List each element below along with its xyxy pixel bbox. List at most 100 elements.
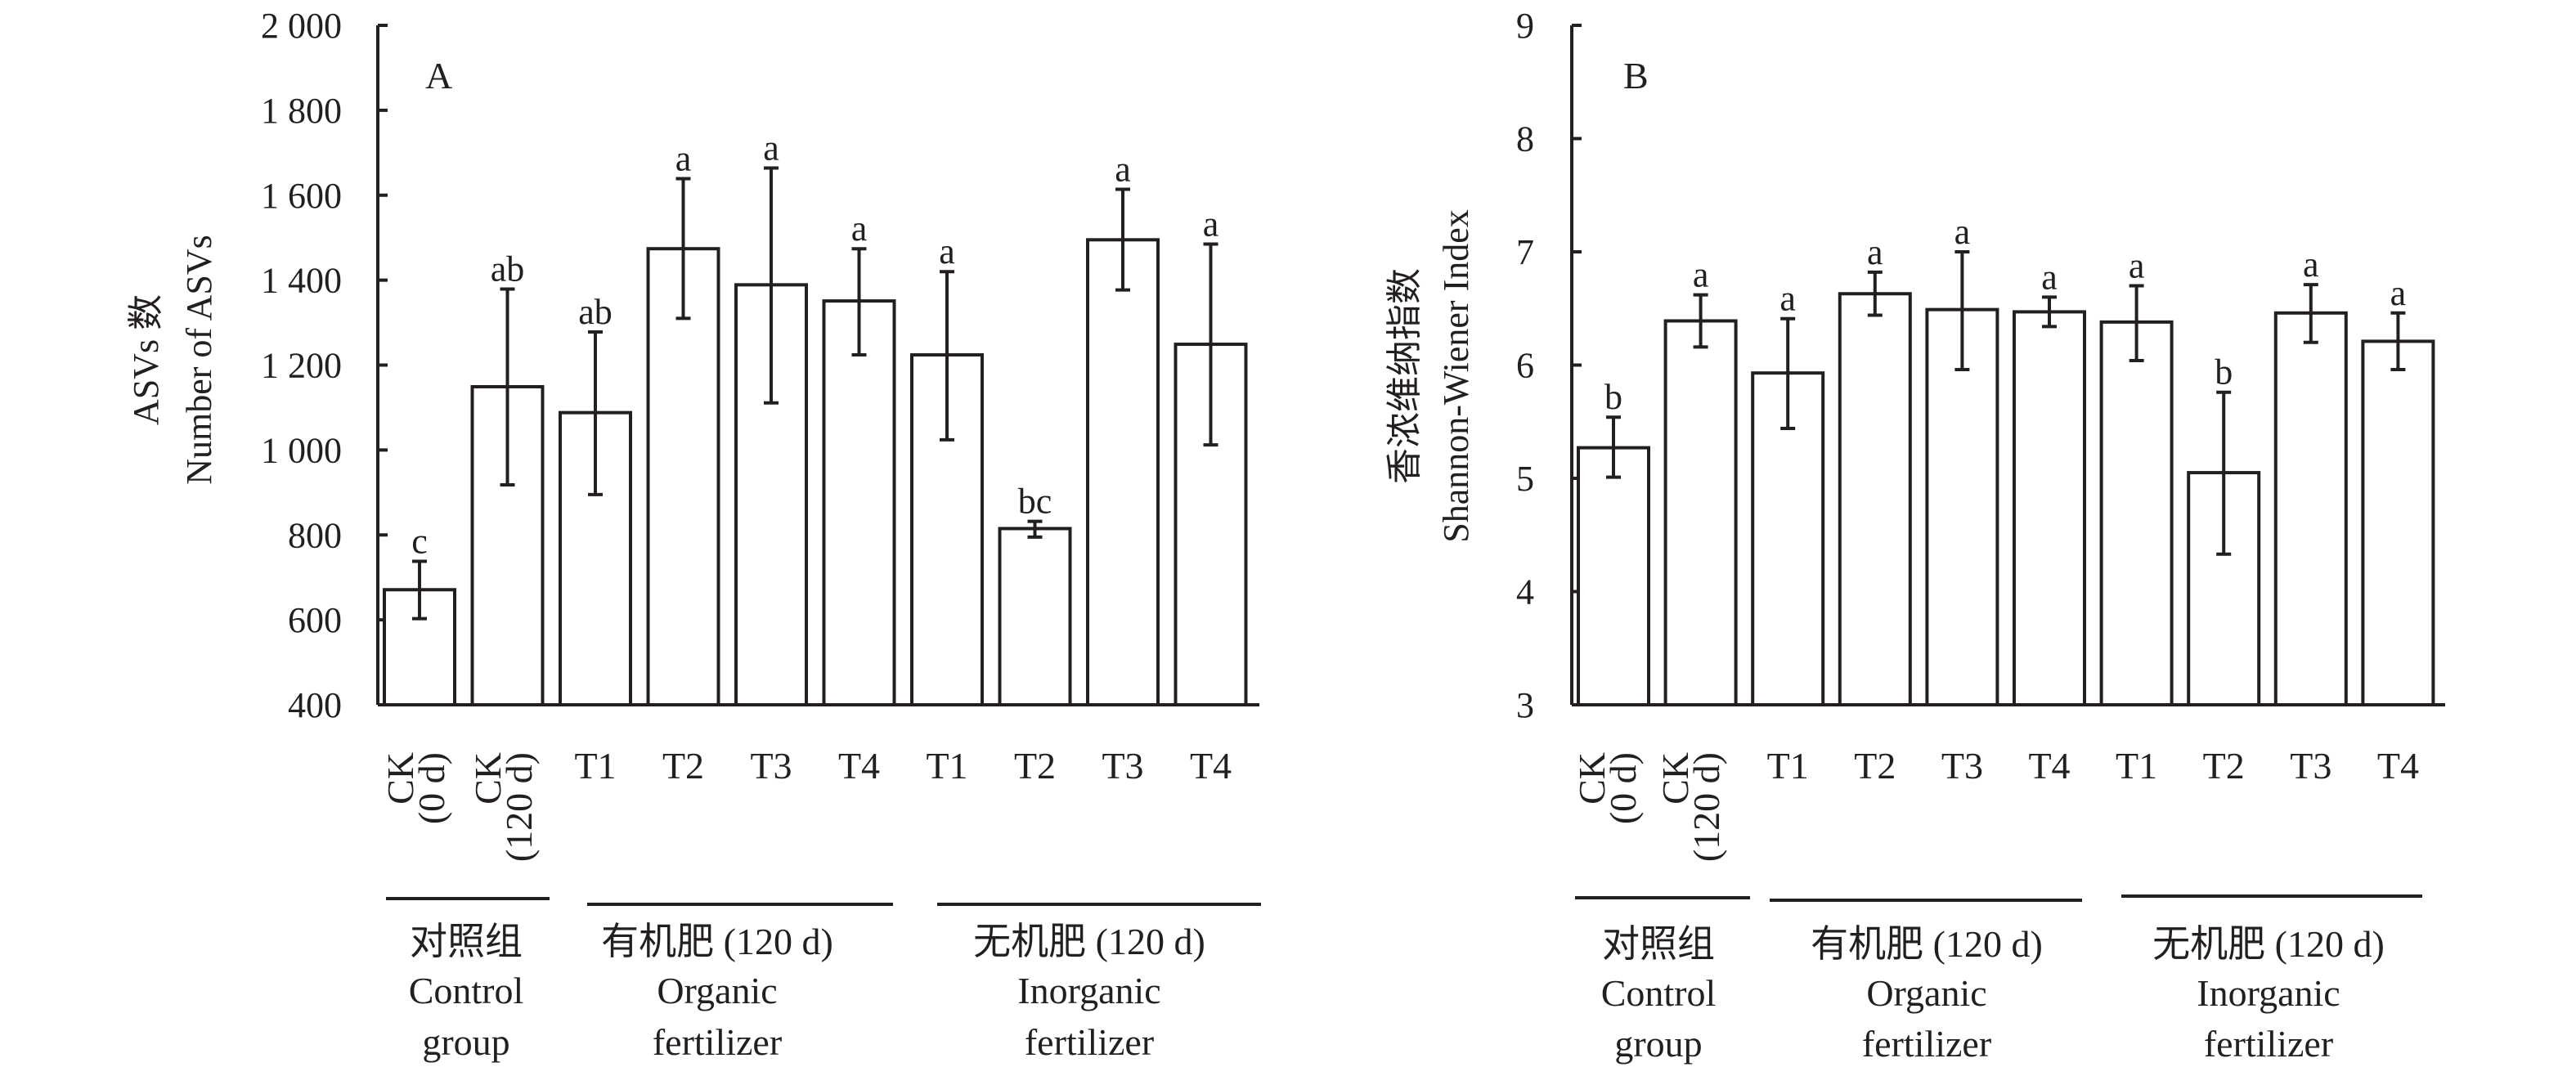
significance-label: a [851, 208, 868, 249]
category-label: T4 [2028, 745, 2070, 787]
category-label: T2 [1854, 745, 1896, 787]
significance-label: ab [491, 249, 525, 289]
bar [1663, 319, 1738, 706]
significance-label: a [2303, 244, 2319, 285]
group-label-en-1: Control [409, 970, 524, 1011]
y-axis-title: Shannon-Wiener Index [1436, 209, 1476, 543]
significance-label: b [2215, 352, 2233, 392]
group-label-en-2: group [1614, 1023, 1702, 1065]
group-label-cn: 无机肥 (120 d) [2152, 923, 2385, 965]
bar [734, 283, 808, 706]
significance-label: bc [1018, 482, 1052, 522]
y-axis-title-cn: 香浓维纳指数 [1384, 268, 1425, 484]
significance-label: a [1203, 204, 1219, 244]
y-tick-label: 800 [288, 515, 342, 555]
y-tick-label: 2 000 [261, 6, 342, 46]
panel-letter: A [425, 55, 452, 96]
significance-label: b [1604, 377, 1622, 417]
significance-label: a [763, 128, 779, 168]
significance-label: a [1115, 149, 1131, 189]
group-label-cn: 对照组 [410, 921, 523, 962]
category-label: T3 [1102, 745, 1143, 787]
group-label-en-2: group [422, 1021, 509, 1063]
bar [2361, 339, 2435, 706]
category-label-ck: CK(0 d) [1571, 752, 1644, 824]
panel-b: 3 4 5 6 7 8 9 香浓维纳指数 Shannon-Wiener Index Bb a a T1 a… [1384, 6, 2445, 1065]
bar [1086, 238, 1160, 706]
y-tick-label: 9 [1516, 6, 1534, 46]
group-label-en-2: fertilizer [2204, 1023, 2333, 1065]
panel-letter: B [1623, 55, 1649, 96]
ck-label-line1: CK [379, 752, 421, 805]
ck-label-line2: (120 d) [498, 752, 540, 862]
ck-label-line2: (0 d) [411, 752, 452, 824]
y-tick-label: 8 [1516, 119, 1534, 159]
significance-label: a [2041, 257, 2058, 297]
category-label: T1 [2116, 745, 2157, 787]
y-axis-title-cn: ASVs 数 [126, 294, 166, 425]
ck-label-line1: CK [1571, 752, 1613, 805]
category-label: T2 [2203, 745, 2245, 787]
category-label: T1 [1767, 745, 1809, 787]
y-tick-label: 600 [288, 600, 342, 640]
significance-label: a [2390, 273, 2407, 313]
category-label: T1 [574, 745, 616, 787]
panel-a: 400 600 800 1 000 1 200 1 400 1 600 1 800 2 000 A… [126, 6, 1261, 1063]
category-label: T3 [2290, 745, 2331, 787]
category-label: T4 [2377, 745, 2419, 787]
bar [2013, 310, 2086, 706]
y-tick-label: 7 [1516, 232, 1534, 272]
category-label-ck: CK(120 d) [467, 752, 540, 862]
y-tick-label: 6 [1516, 346, 1534, 386]
significance-label: a [675, 138, 692, 178]
significance-label: a [1954, 212, 1971, 252]
ck-label-line1: CK [467, 752, 509, 805]
y-axis-title: Number of ASVs [179, 235, 219, 485]
bar [998, 527, 1072, 706]
bar [2099, 320, 2174, 706]
category-label-ck: CK(0 d) [379, 752, 452, 824]
y-tick-label: 1 800 [261, 91, 342, 131]
group-label-en-1: Inorganic [1017, 970, 1160, 1011]
bar [1838, 292, 1912, 706]
group-label-en-1: Organic [1866, 972, 1986, 1014]
significance-label: a [1693, 255, 1709, 295]
group-label-cn: 有机肥 (120 d) [601, 921, 833, 962]
group-label-en-2: fertilizer [1025, 1021, 1154, 1063]
significance-label: ab [578, 292, 613, 332]
y-tick-label: 1 000 [261, 430, 342, 470]
bar [2273, 311, 2348, 706]
category-label: T4 [838, 745, 880, 787]
group-label-cn: 对照组 [1602, 923, 1715, 965]
group-label-cn: 无机肥 (120 d) [973, 921, 1205, 962]
category-label: T4 [1190, 745, 1232, 787]
y-tick-label: 5 [1516, 459, 1534, 499]
y-tick-label: 1 600 [261, 176, 342, 216]
group-label-en-1: Organic [657, 970, 777, 1011]
category-label: T1 [926, 745, 967, 787]
category-label: T2 [1014, 745, 1056, 787]
bar [646, 247, 720, 707]
significance-label: a [1779, 279, 1796, 319]
y-tick-label: 4 [1516, 572, 1534, 612]
ck-label-line1: CK [1654, 752, 1696, 805]
ck-label-line2: (120 d) [1685, 752, 1727, 862]
y-tick-label: 1 200 [261, 346, 342, 386]
category-label: T3 [750, 745, 792, 787]
group-label-en-1: Control [1601, 972, 1717, 1014]
significance-label: c [411, 521, 428, 561]
y-tick-label: 1 400 [261, 261, 342, 301]
bar [822, 299, 896, 706]
significance-label: a [939, 231, 955, 271]
category-label-ck: CK(120 d) [1654, 752, 1727, 862]
category-label: T3 [1941, 745, 1983, 787]
significance-label: a [2129, 246, 2145, 286]
y-tick-label: 400 [288, 685, 342, 725]
ck-label-line2: (0 d) [1602, 752, 1644, 824]
group-label-cn: 有机肥 (120 d) [1811, 923, 2043, 965]
y-tick-label: 3 [1516, 685, 1534, 725]
significance-label: a [1867, 232, 1883, 272]
category-label: T2 [662, 745, 704, 787]
group-label-en-2: fertilizer [1862, 1023, 1991, 1065]
